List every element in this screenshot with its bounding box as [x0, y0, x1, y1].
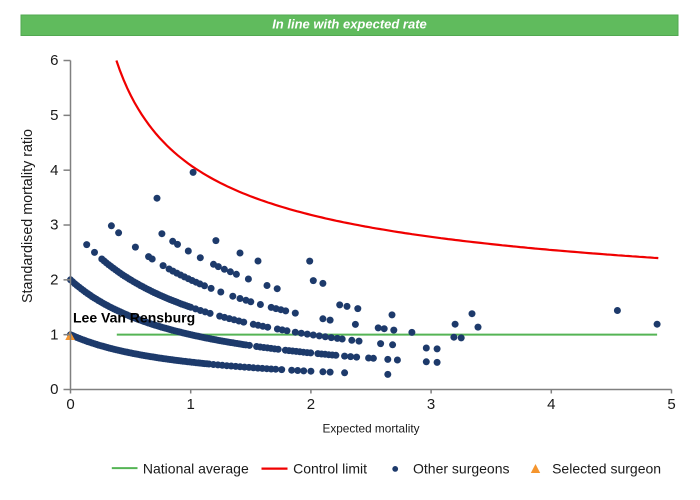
- svg-text:Other surgeons: Other surgeons: [413, 460, 510, 476]
- svg-text:Standardised mortality ratio: Standardised mortality ratio: [20, 129, 36, 303]
- svg-text:4: 4: [50, 162, 58, 179]
- svg-text:5: 5: [50, 107, 58, 124]
- svg-text:2: 2: [307, 396, 315, 413]
- svg-text:4: 4: [547, 396, 555, 413]
- svg-text:0: 0: [66, 396, 74, 413]
- svg-text:5: 5: [667, 396, 675, 413]
- svg-text:3: 3: [427, 396, 435, 413]
- svg-text:1: 1: [187, 396, 195, 413]
- svg-text:In line with expected rate: In line with expected rate: [272, 16, 427, 31]
- svg-text:Selected surgeon: Selected surgeon: [552, 460, 661, 476]
- svg-text:2: 2: [50, 272, 58, 289]
- svg-text:National average: National average: [143, 460, 249, 476]
- svg-text:3: 3: [50, 217, 58, 234]
- svg-text:Expected mortality: Expected mortality: [322, 422, 419, 436]
- svg-text:Lee Van Rensburg: Lee Van Rensburg: [73, 310, 195, 326]
- svg-text:1: 1: [50, 326, 58, 343]
- svg-text:0: 0: [50, 381, 58, 398]
- svg-text:6: 6: [50, 52, 58, 69]
- svg-text:Control limit: Control limit: [293, 460, 367, 476]
